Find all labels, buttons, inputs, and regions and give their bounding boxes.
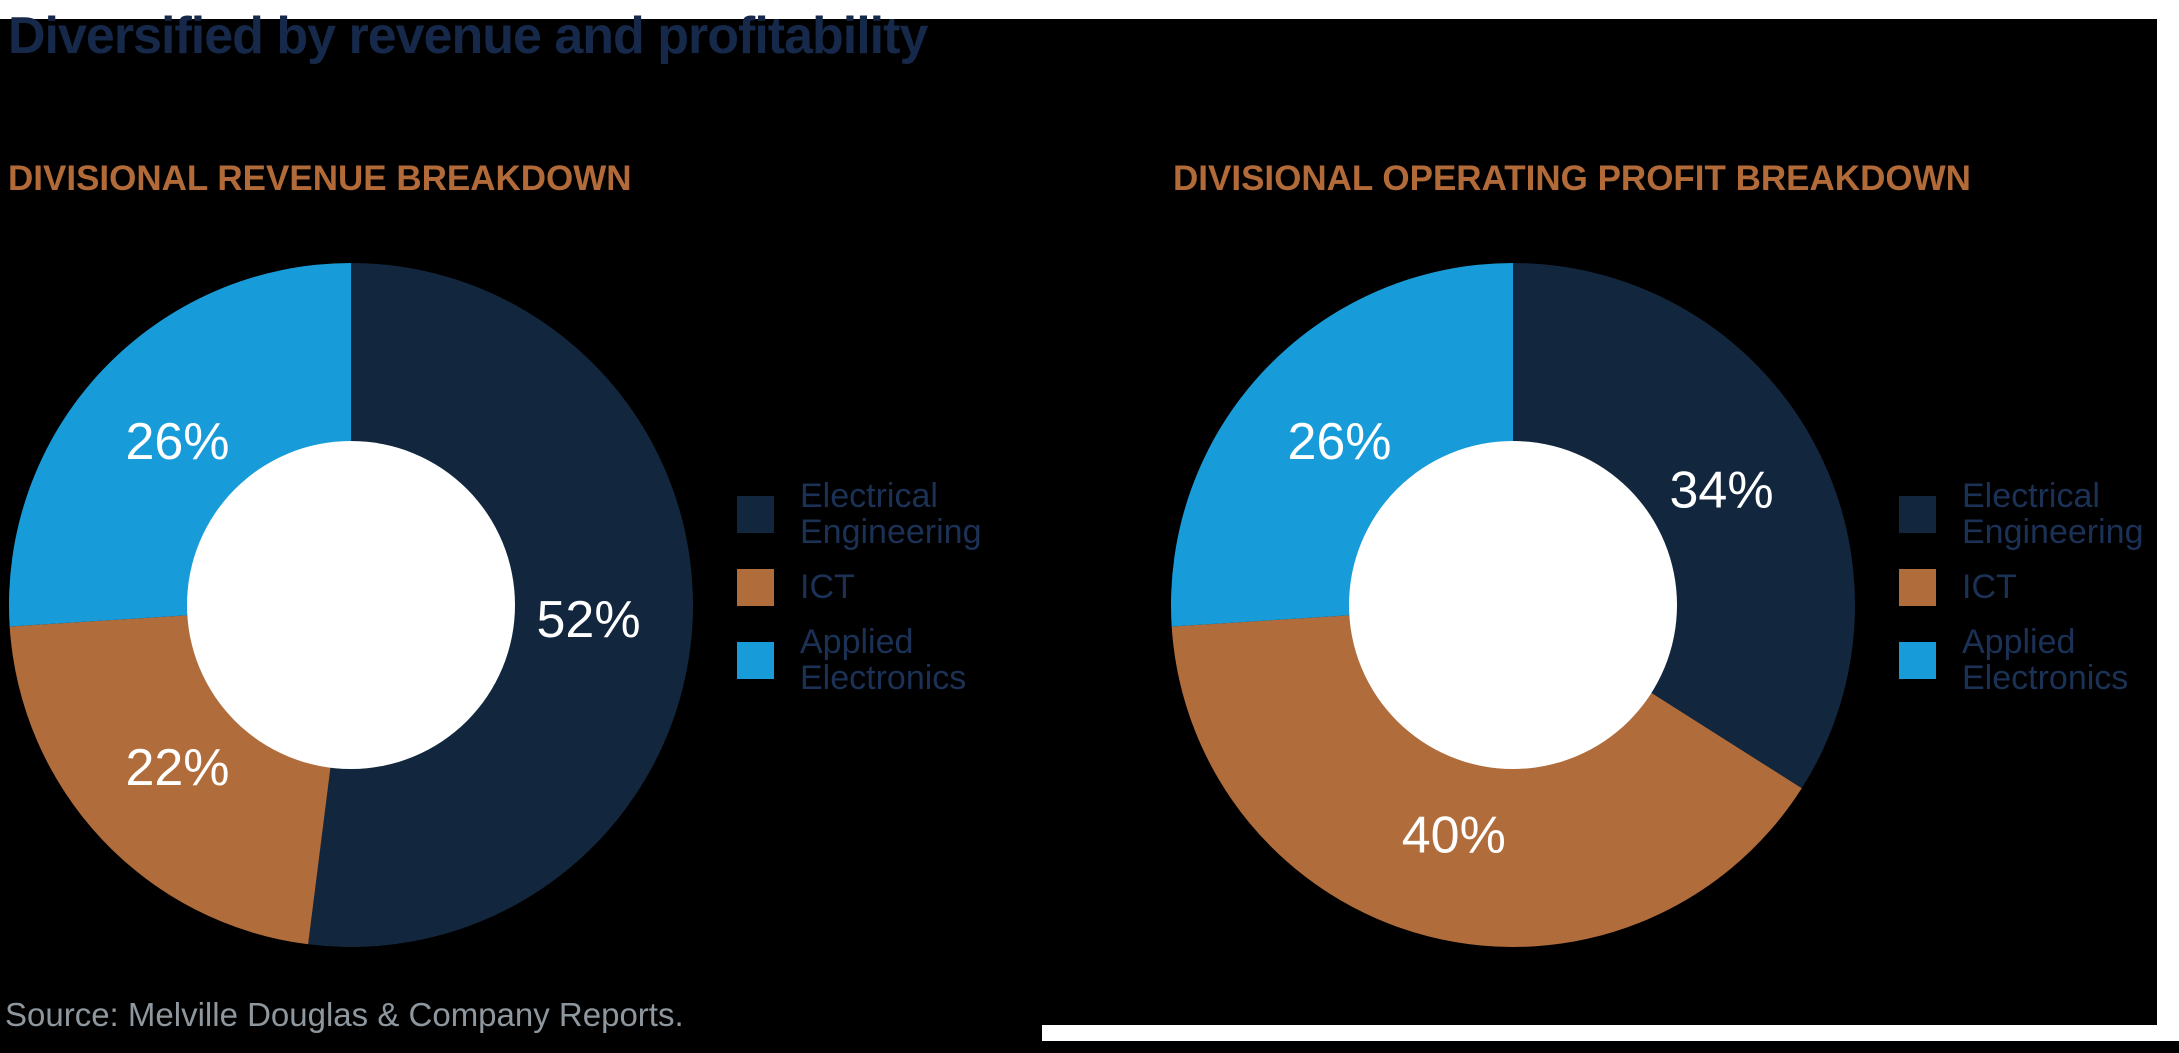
legend-label: Electrical Engineering bbox=[1962, 477, 2144, 552]
legend-item-ict: ICT bbox=[737, 569, 981, 606]
source-note: Source: Melville Douglas & Company Repor… bbox=[5, 996, 684, 1033]
slice-percent-label: 34% bbox=[1670, 461, 1774, 519]
legend-swatch bbox=[737, 495, 774, 533]
slice-percent-label: 26% bbox=[1287, 413, 1391, 471]
legend-item-electrical-engineering: Electrical Engineering bbox=[1899, 478, 2143, 551]
revenue-chart-title: DIVISIONAL REVENUE BREAKDOWN bbox=[8, 159, 632, 198]
legend-item-applied-electronics: Applied Electronics bbox=[1899, 624, 2143, 697]
legend-operating-profit: Electrical Engineering ICT Applied Electroni… bbox=[1899, 478, 2143, 697]
donut-chart-revenue: 52% 22% 26% bbox=[9, 263, 693, 947]
page-title: Diversified by revenue and profitability bbox=[8, 7, 928, 65]
legend-swatch bbox=[1899, 641, 1936, 679]
right-margin-strip bbox=[2157, 0, 2179, 1041]
legend-label: Electrical Engineering bbox=[800, 477, 982, 552]
legend-label: ICT bbox=[800, 568, 855, 607]
donut-hole bbox=[1349, 441, 1677, 769]
legend-item-applied-electronics: Applied Electronics bbox=[737, 624, 981, 697]
top-margin-strip bbox=[0, 0, 2179, 19]
slice-percent-label: 40% bbox=[1402, 807, 1506, 865]
slice-percent-label: 52% bbox=[536, 591, 640, 649]
legend-label: Applied Electronics bbox=[1962, 622, 2129, 698]
bottom-right-margin-strip bbox=[1042, 1025, 2179, 1041]
legend-item-electrical-engineering: Electrical Engineering bbox=[737, 478, 981, 551]
donut-chart-operating-profit: 34% 40% 26% bbox=[1171, 263, 1855, 947]
legend-item-ict: ICT bbox=[1899, 569, 2143, 606]
legend-swatch bbox=[737, 641, 774, 679]
legend-label: Applied Electronics bbox=[800, 622, 967, 698]
slice-percent-label: 22% bbox=[125, 739, 229, 797]
legend-swatch bbox=[737, 568, 774, 606]
legend-swatch bbox=[1899, 568, 1936, 606]
slice-percent-label: 26% bbox=[125, 413, 229, 471]
profit-chart-title: DIVISIONAL OPERATING PROFIT BREAKDOWN bbox=[1173, 159, 1971, 198]
legend-revenue: Electrical Engineering ICT Applied Electroni… bbox=[737, 478, 981, 697]
legend-label: ICT bbox=[1962, 568, 2017, 607]
legend-swatch bbox=[1899, 495, 1936, 533]
donut-hole bbox=[187, 441, 515, 769]
